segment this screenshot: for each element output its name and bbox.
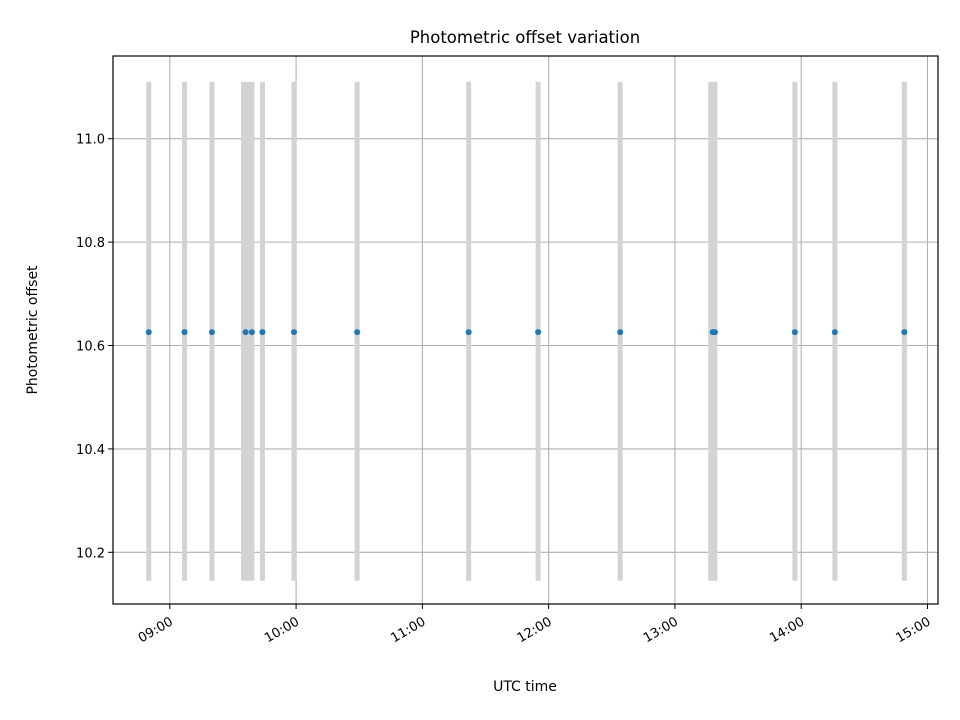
- y-tick-label: 11.0: [76, 133, 105, 148]
- data-point: [711, 329, 718, 336]
- data-point: [208, 329, 215, 336]
- data-point: [181, 329, 188, 336]
- data-point: [145, 329, 152, 336]
- chart-title: Photometric offset variation: [410, 28, 640, 47]
- data-point: [535, 329, 542, 336]
- data-point: [248, 329, 255, 336]
- data-points: [145, 329, 908, 336]
- data-point: [791, 329, 798, 336]
- data-point: [259, 329, 266, 336]
- y-axis-label: Photometric offset: [25, 265, 41, 395]
- data-point: [465, 329, 472, 336]
- x-axis-label: UTC time: [493, 679, 557, 695]
- y-tick-label: 10.2: [76, 546, 105, 561]
- y-axis-ticks: 10.2 10.4 10.6 10.8 11.0: [76, 133, 113, 561]
- y-tick-label: 10.8: [76, 236, 105, 251]
- data-point: [901, 329, 908, 336]
- plot-area-frame: [112, 55, 939, 605]
- data-point: [831, 329, 838, 336]
- data-point: [242, 329, 249, 336]
- data-point: [290, 329, 297, 336]
- data-point: [354, 329, 361, 336]
- y-tick-label: 10.4: [76, 443, 105, 458]
- data-point: [617, 329, 624, 336]
- y-tick-label: 10.6: [76, 340, 105, 355]
